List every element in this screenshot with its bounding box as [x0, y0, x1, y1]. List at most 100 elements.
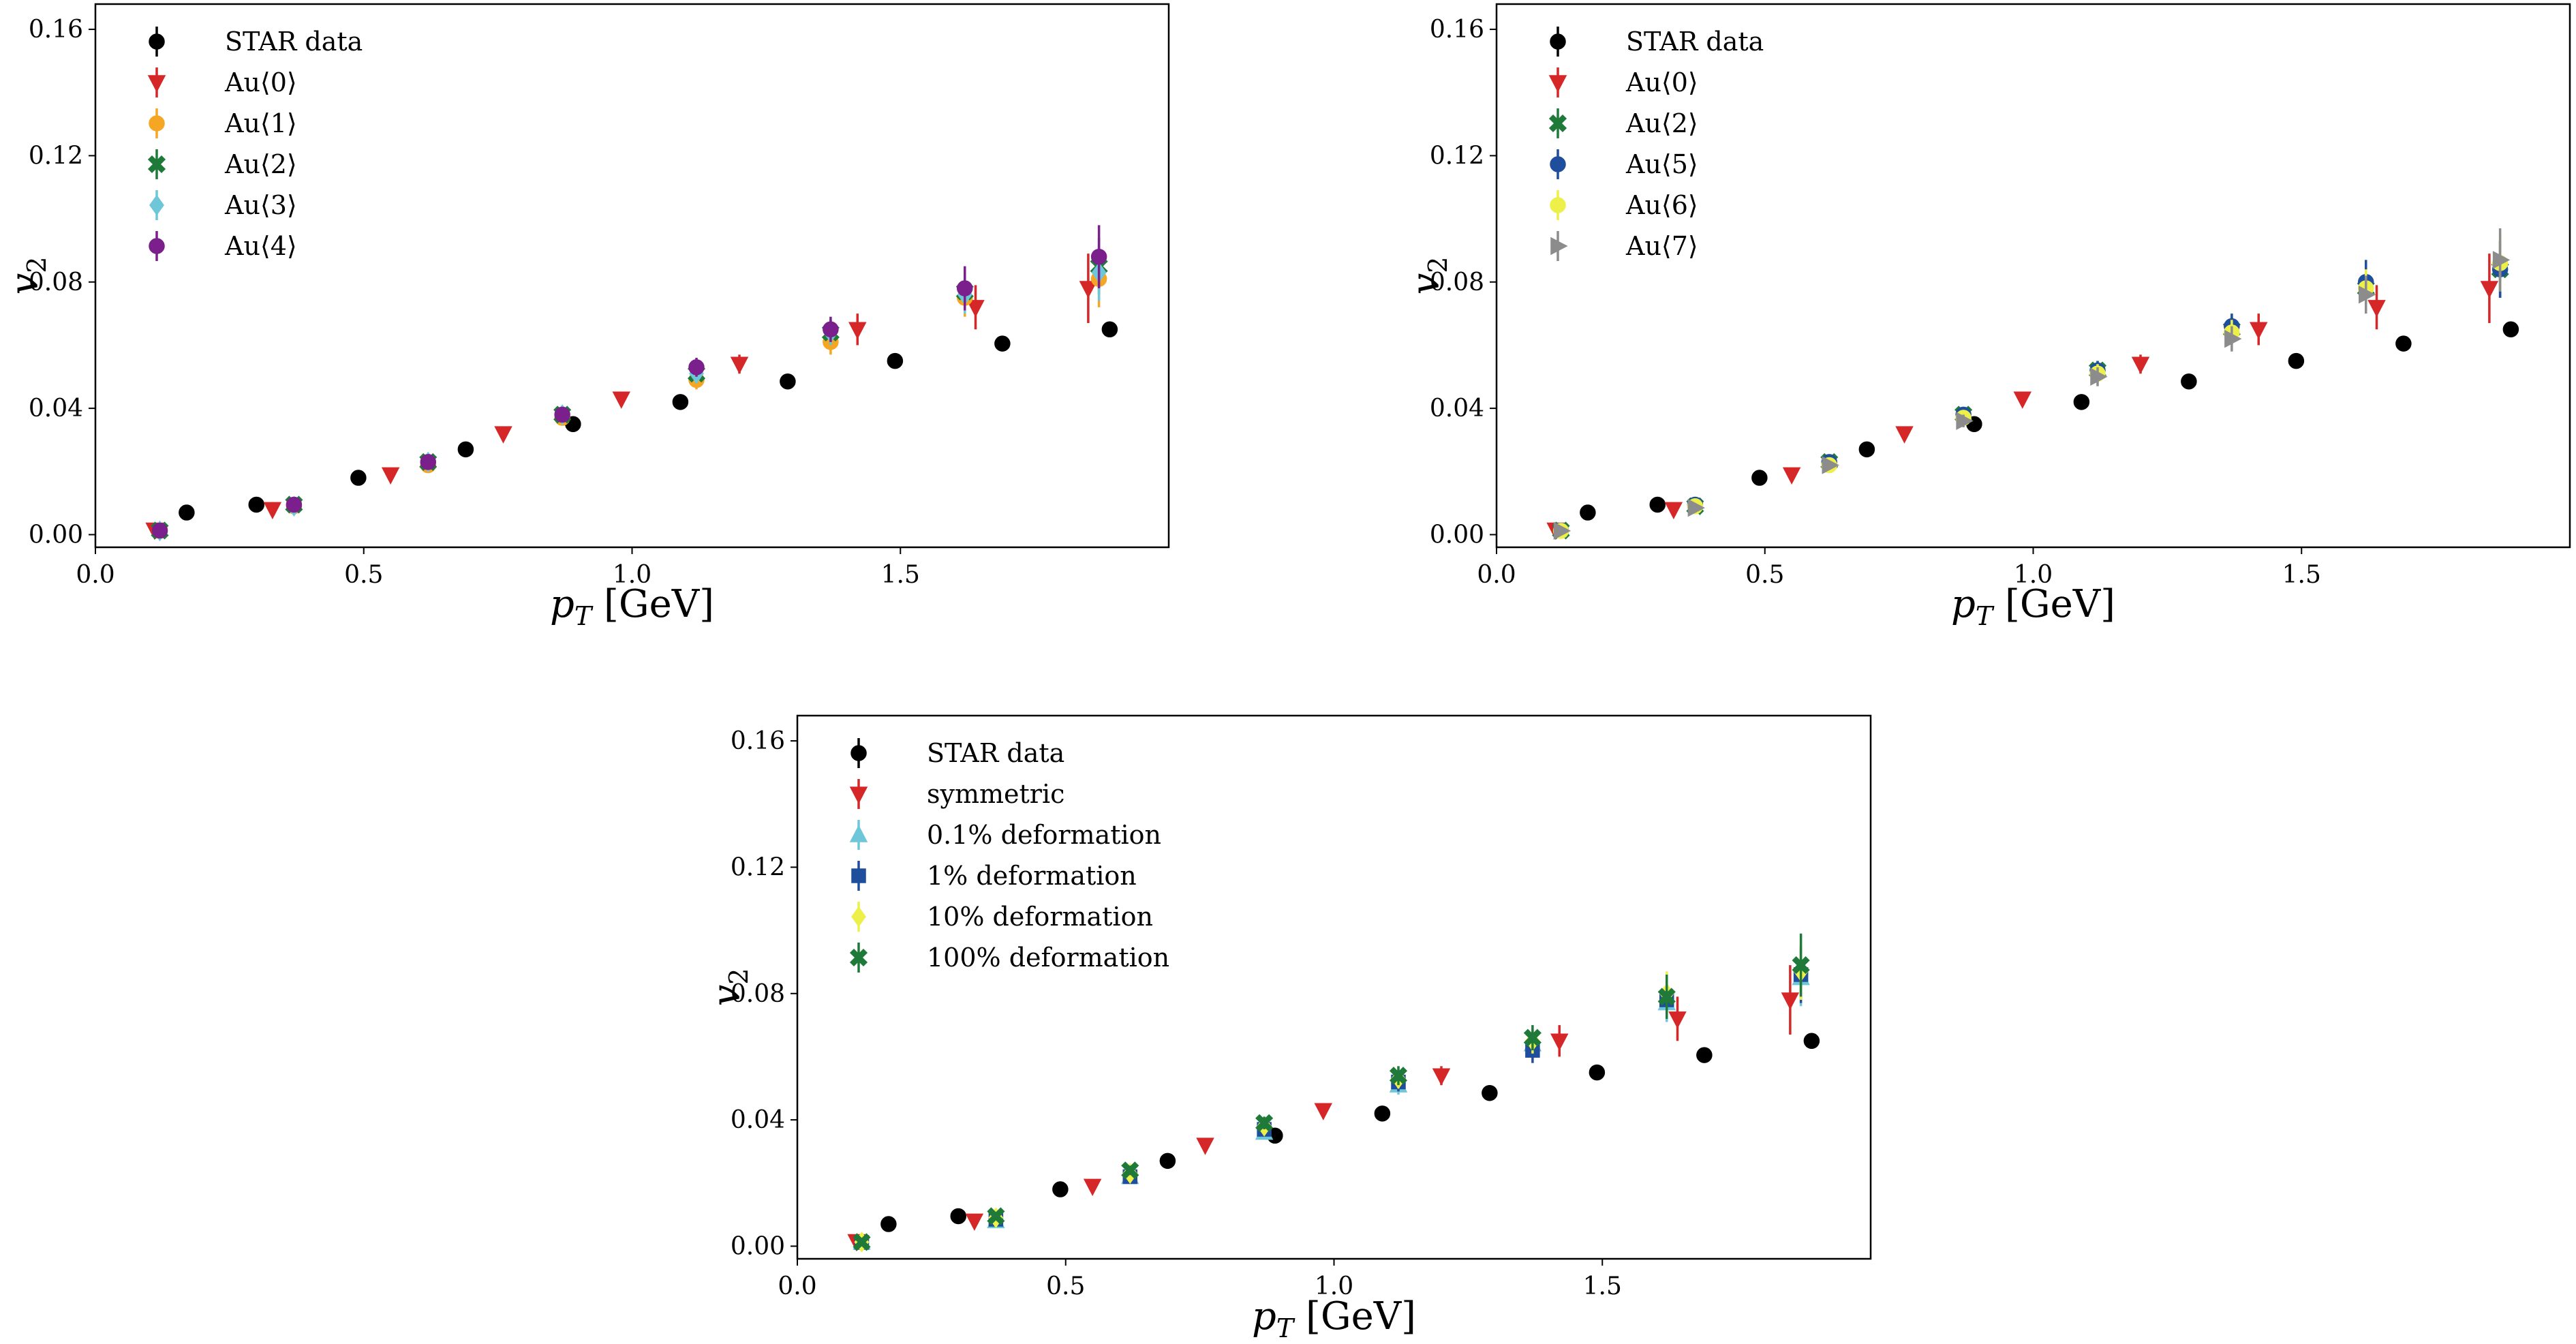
data-point: [554, 406, 570, 423]
plot-area: [847, 933, 1820, 1253]
chart-panel-3: 0.0 0.5 1.0 1.5 0.00 0.04 0.08 0.12 0.16 pT [GeV]…: [705, 714, 1872, 1343]
chart-panel-2: 0.0 0.5 1.0 1.5 0.00 0.04 0.08 0.12 0.16 pT [GeV]…: [1404, 3, 2571, 631]
legend-label: Au⟨5⟩: [1625, 149, 1698, 179]
y-tick-label: 0.16: [29, 16, 83, 44]
plot-area: [145, 225, 1118, 542]
data-point: [1314, 1103, 1332, 1120]
data-point: [2181, 373, 2197, 390]
y-axis-label: v2: [3, 257, 52, 295]
legend-marker: [849, 948, 868, 967]
data-point: [1782, 467, 1801, 485]
legend-marker: [851, 868, 866, 883]
data-point: [1052, 1181, 1069, 1197]
legend-label: Au⟨2⟩: [224, 149, 297, 179]
series-5: [853, 933, 1810, 1251]
y-tick-label: 0.16: [1430, 16, 1484, 44]
legend-label: STAR data: [1626, 27, 1764, 57]
legend-label: 1% deformation: [927, 861, 1137, 891]
y-tick-label: 0.16: [731, 727, 785, 755]
x-tick-label: 1.5: [1583, 1272, 1622, 1300]
data-point: [350, 470, 367, 486]
data-point: [887, 352, 904, 369]
data-point: [1589, 1064, 1606, 1081]
y-tick-label: 0.00: [731, 1232, 785, 1260]
data-point: [2288, 352, 2305, 369]
data-point: [987, 1207, 1005, 1225]
y-tick-label: 0.12: [1430, 142, 1484, 170]
data-point: [730, 356, 749, 374]
data-point: [2131, 356, 2150, 374]
legend-marker: [849, 786, 868, 804]
data-point: [248, 496, 264, 513]
data-point: [179, 504, 195, 521]
legend-label: Au⟨2⟩: [1625, 108, 1698, 138]
data-point: [2492, 251, 2511, 269]
legend-label: 10% deformation: [927, 902, 1153, 932]
series-0: [1580, 321, 2519, 521]
legend-entry: 10% deformation: [851, 902, 1153, 932]
y-tick-label: 0.12: [29, 142, 83, 170]
legend-entry: Au⟨7⟩: [1550, 231, 1698, 261]
legend-marker: [149, 115, 165, 132]
legend: STAR data Au⟨0⟩ Au⟨2⟩ Au⟨5⟩ Au⟨6⟩ Au⟨7⟩: [1548, 27, 1764, 261]
legend-label: Au⟨3⟩: [224, 190, 297, 220]
data-point: [1687, 498, 1705, 517]
legend-entry: Au⟨3⟩: [149, 190, 297, 220]
legend-label: STAR data: [927, 738, 1064, 768]
data-point: [494, 426, 512, 444]
data-point: [1550, 1033, 1569, 1051]
legend-entry: 0.1% deformation: [849, 820, 1161, 850]
x-axis-label: pT [GeV]: [1252, 1294, 1416, 1343]
data-point: [1083, 1178, 1102, 1197]
data-point: [688, 359, 705, 376]
data-point: [1101, 321, 1118, 338]
legend-entry: 100% deformation: [849, 943, 1169, 973]
legend-marker: [849, 825, 868, 842]
legend-entry: STAR data: [1550, 27, 1764, 57]
legend-marker: [1550, 197, 1566, 213]
x-tick-label: 0.0: [1477, 561, 1516, 589]
plot-area: [1546, 228, 2519, 540]
y-tick-label: 0.00: [1430, 521, 1484, 549]
data-point: [1389, 1067, 1408, 1085]
data-point: [2013, 391, 2031, 409]
data-point: [2480, 281, 2499, 299]
legend-entry: Au⟨0⟩: [147, 67, 297, 97]
legend-entry: Au⟨2⟩: [1548, 108, 1698, 138]
legend-marker: [1548, 75, 1567, 93]
y-tick-label: 0.04: [29, 395, 83, 423]
data-point: [853, 1233, 871, 1251]
legend-marker: [147, 155, 166, 174]
chart-panel-1: 0.0 0.5 1.0 1.5 0.00 0.04 0.08 0.12 0.16 pT [GeV]…: [3, 3, 1170, 631]
x-tick-label: 0.0: [778, 1272, 816, 1300]
data-point: [1668, 1011, 1687, 1029]
data-point: [1858, 441, 1875, 458]
data-point: [994, 335, 1011, 352]
data-point: [1792, 956, 1810, 975]
series-4: [854, 943, 1809, 1253]
y-tick-label: 0.08: [1430, 269, 1484, 296]
legend: STAR data symmetric 0.1% deformation 1% def…: [849, 738, 1169, 973]
y-tick-label: 0.12: [731, 853, 785, 881]
data-point: [1523, 1028, 1542, 1047]
data-point: [672, 394, 689, 410]
data-point: [2395, 335, 2412, 352]
x-tick-label: 0.5: [1046, 1272, 1085, 1300]
data-point: [780, 373, 796, 390]
data-point: [1432, 1068, 1451, 1086]
data-point: [2090, 367, 2108, 386]
data-point: [1956, 412, 1974, 430]
legend-label: Au⟨4⟩: [224, 231, 297, 261]
legend-label: symmetric: [927, 779, 1064, 809]
legend-label: Au⟨0⟩: [1625, 67, 1698, 97]
legend-marker: [149, 194, 164, 216]
legend-entry: Au⟨4⟩: [149, 231, 297, 261]
x-tick-label: 0.0: [76, 561, 114, 589]
data-point: [612, 391, 630, 409]
data-point: [880, 1216, 897, 1232]
data-point: [2367, 300, 2386, 318]
data-point: [1374, 1105, 1391, 1122]
x-axis-label: pT [GeV]: [550, 582, 714, 631]
data-point: [1649, 496, 1666, 513]
